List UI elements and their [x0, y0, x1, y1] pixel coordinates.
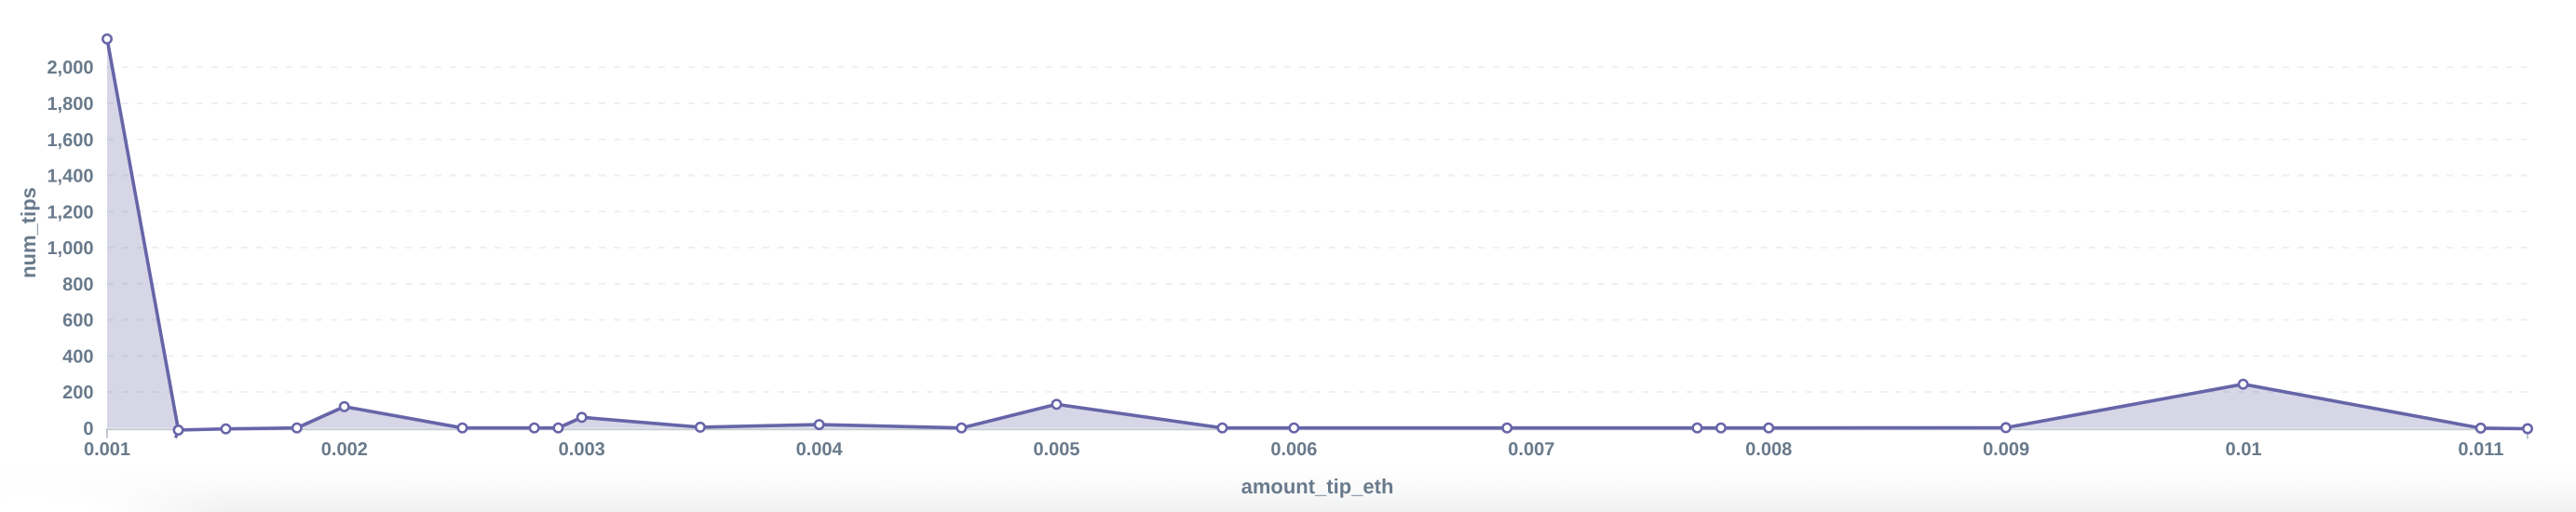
svg-text:0.002: 0.002 — [321, 439, 368, 460]
svg-text:0.006: 0.006 — [1270, 439, 1317, 460]
svg-text:0.005: 0.005 — [1033, 439, 1079, 460]
svg-text:600: 600 — [62, 311, 93, 331]
svg-text:800: 800 — [62, 275, 93, 295]
svg-text:0.007: 0.007 — [1508, 439, 1554, 460]
svg-text:amount_tip_eth: amount_tip_eth — [1241, 475, 1394, 498]
svg-text:1,600: 1,600 — [47, 130, 93, 151]
svg-text:0.003: 0.003 — [559, 439, 605, 460]
svg-text:1,400: 1,400 — [47, 167, 93, 187]
svg-text:0.01: 0.01 — [2226, 439, 2262, 460]
svg-text:0.008: 0.008 — [1745, 439, 1792, 460]
svg-text:200: 200 — [62, 383, 93, 403]
svg-text:1,200: 1,200 — [47, 202, 93, 222]
svg-text:0.011: 0.011 — [2458, 439, 2503, 460]
svg-text:0.004: 0.004 — [796, 439, 844, 460]
svg-text:1,800: 1,800 — [47, 94, 93, 115]
svg-text:0.001: 0.001 — [84, 439, 130, 460]
svg-text:num_tips: num_tips — [17, 187, 40, 278]
svg-text:0.009: 0.009 — [1983, 439, 2029, 460]
svg-text:2,000: 2,000 — [47, 58, 93, 78]
svg-text:1,000: 1,000 — [47, 238, 93, 259]
svg-text:400: 400 — [62, 346, 93, 367]
svg-text:0: 0 — [83, 419, 93, 439]
